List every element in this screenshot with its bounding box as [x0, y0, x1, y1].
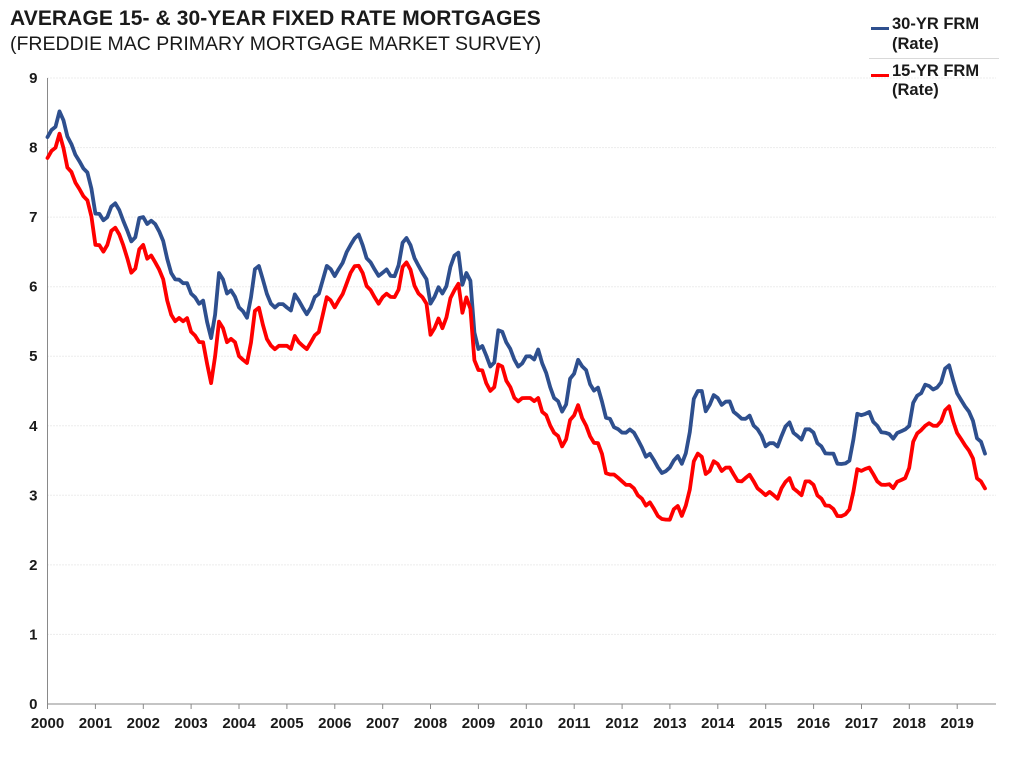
svg-text:7: 7 — [29, 209, 37, 226]
svg-text:5: 5 — [29, 348, 37, 365]
svg-text:2016: 2016 — [797, 715, 830, 732]
svg-text:3: 3 — [29, 487, 37, 504]
svg-text:2012: 2012 — [605, 715, 638, 732]
svg-text:2018: 2018 — [893, 715, 926, 732]
svg-text:2007: 2007 — [366, 715, 399, 732]
svg-text:2005: 2005 — [270, 715, 303, 732]
svg-text:2002: 2002 — [127, 715, 160, 732]
svg-text:2: 2 — [29, 557, 37, 574]
svg-text:2006: 2006 — [318, 715, 351, 732]
svg-text:0: 0 — [29, 696, 37, 713]
svg-text:2015: 2015 — [749, 715, 782, 732]
svg-text:2010: 2010 — [510, 715, 543, 732]
svg-text:2013: 2013 — [653, 715, 686, 732]
svg-text:1: 1 — [29, 626, 37, 643]
svg-text:2008: 2008 — [414, 715, 447, 732]
svg-text:2019: 2019 — [941, 715, 974, 732]
svg-text:2014: 2014 — [701, 715, 735, 732]
svg-text:2011: 2011 — [558, 715, 591, 732]
svg-text:2003: 2003 — [174, 715, 207, 732]
svg-text:9: 9 — [29, 70, 37, 87]
svg-text:2009: 2009 — [462, 715, 495, 732]
svg-text:2000: 2000 — [31, 715, 64, 732]
svg-text:6: 6 — [29, 279, 37, 296]
svg-text:4: 4 — [29, 418, 38, 435]
svg-text:2001: 2001 — [79, 715, 112, 732]
svg-text:2017: 2017 — [845, 715, 878, 732]
svg-text:8: 8 — [29, 140, 37, 157]
svg-text:2004: 2004 — [222, 715, 256, 732]
